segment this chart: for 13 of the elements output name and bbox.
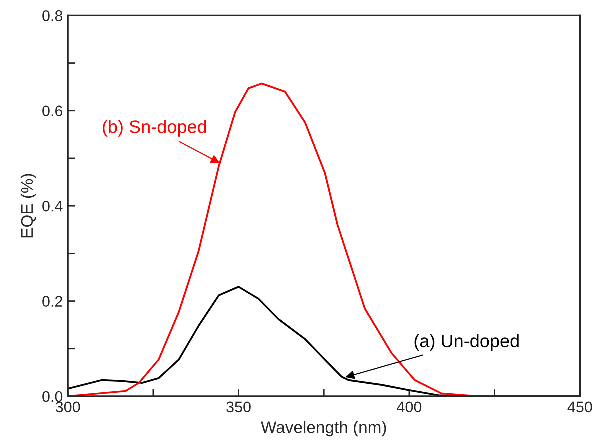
y-tick-label: 0.4 <box>42 200 63 212</box>
annotation: (a) Un-doped <box>414 334 519 352</box>
y-tick-label: 0.2 <box>42 296 62 307</box>
y-axis-title: EQE (%) <box>20 174 36 238</box>
x-axis-title: Wavelength (nm) <box>261 421 386 437</box>
y-tick-label: 0.6 <box>42 106 63 117</box>
y-tick-label: 0.8 <box>42 10 63 22</box>
annotation: (b) Sn-doped <box>103 120 206 137</box>
y-tick-label: 0.0 <box>42 391 63 402</box>
x-tick-label: 450 <box>568 402 592 413</box>
x-tick-label: 400 <box>397 402 422 413</box>
x-tick-label: 300 <box>56 402 80 413</box>
x-tick-label: 350 <box>226 402 251 413</box>
